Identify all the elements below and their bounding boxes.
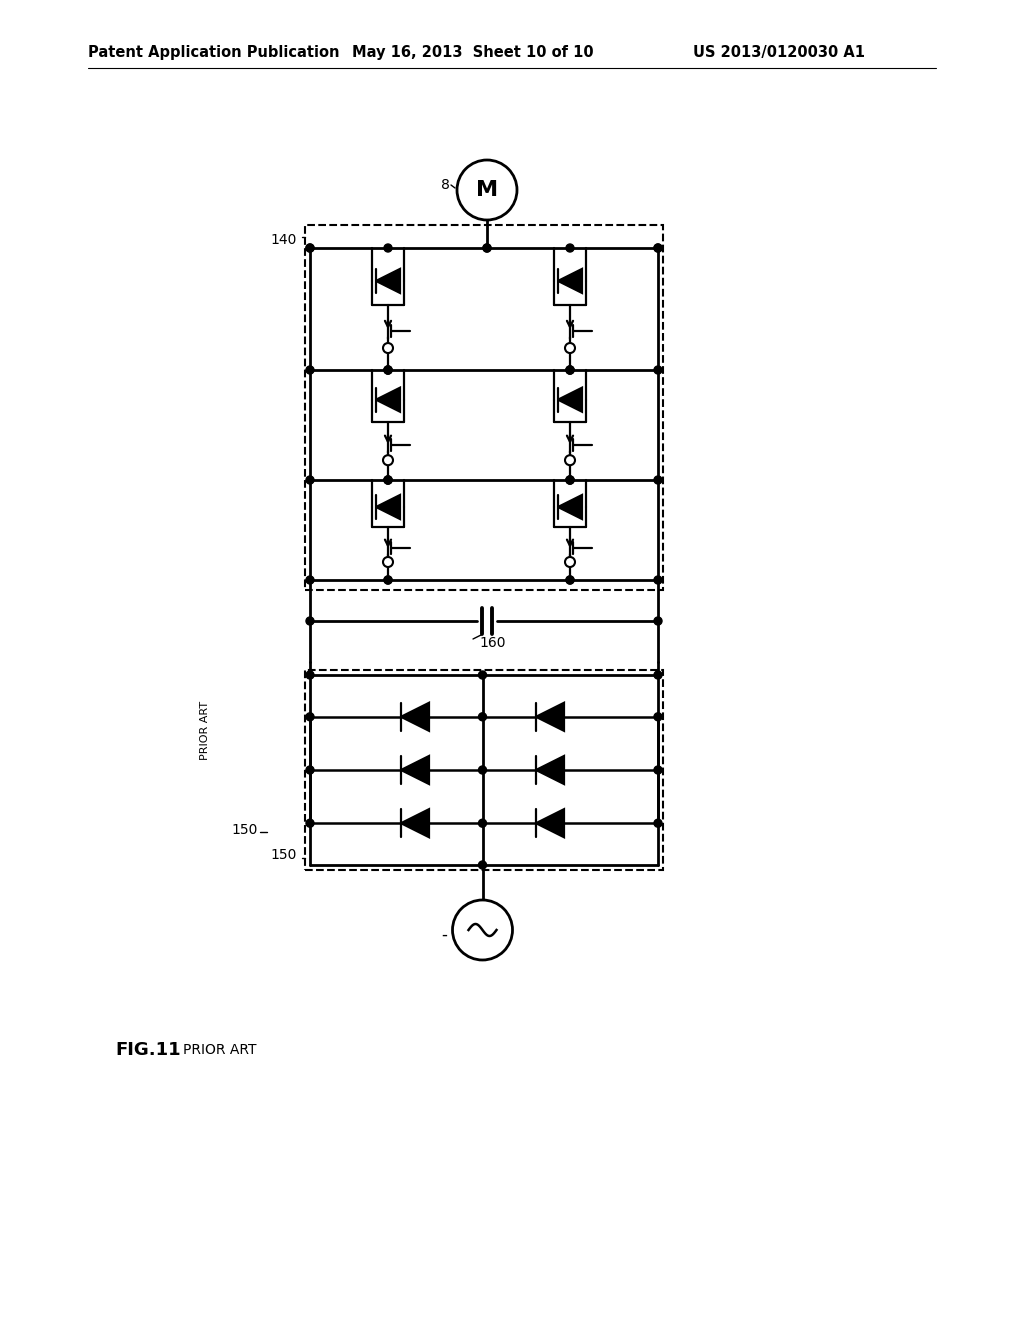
Bar xyxy=(305,224,663,590)
Circle shape xyxy=(565,343,575,352)
Circle shape xyxy=(565,455,575,465)
Circle shape xyxy=(384,477,392,484)
Circle shape xyxy=(306,576,314,583)
Bar xyxy=(305,671,663,870)
Circle shape xyxy=(384,366,392,374)
Circle shape xyxy=(566,244,574,252)
Polygon shape xyxy=(536,756,564,784)
Text: -: - xyxy=(441,927,447,944)
Circle shape xyxy=(384,366,392,374)
Text: FIG.11: FIG.11 xyxy=(115,1041,180,1059)
Circle shape xyxy=(478,766,486,774)
Circle shape xyxy=(478,861,486,869)
Circle shape xyxy=(306,244,314,252)
Circle shape xyxy=(566,576,574,583)
Polygon shape xyxy=(558,495,582,519)
Circle shape xyxy=(384,366,392,374)
Circle shape xyxy=(306,766,314,774)
Circle shape xyxy=(483,244,490,252)
Circle shape xyxy=(566,477,574,484)
Polygon shape xyxy=(401,702,429,731)
Circle shape xyxy=(306,616,314,624)
Polygon shape xyxy=(376,495,400,519)
Circle shape xyxy=(384,477,392,484)
Circle shape xyxy=(566,477,574,484)
Polygon shape xyxy=(401,756,429,784)
Circle shape xyxy=(654,713,662,721)
Polygon shape xyxy=(536,702,564,731)
Text: PRIOR ART: PRIOR ART xyxy=(200,701,210,759)
Text: Patent Application Publication: Patent Application Publication xyxy=(88,45,340,59)
Text: 160: 160 xyxy=(479,636,506,649)
Circle shape xyxy=(566,366,574,374)
Circle shape xyxy=(654,244,662,252)
Circle shape xyxy=(478,820,486,828)
Circle shape xyxy=(654,576,662,583)
Circle shape xyxy=(383,557,393,568)
Text: May 16, 2013  Sheet 10 of 10: May 16, 2013 Sheet 10 of 10 xyxy=(352,45,594,59)
Circle shape xyxy=(654,366,662,374)
Text: M: M xyxy=(476,180,498,201)
Text: 140: 140 xyxy=(270,234,297,247)
Circle shape xyxy=(654,616,662,624)
Circle shape xyxy=(306,820,314,828)
Circle shape xyxy=(654,244,662,252)
Circle shape xyxy=(478,713,486,721)
Polygon shape xyxy=(401,809,429,837)
Circle shape xyxy=(566,366,574,374)
Circle shape xyxy=(384,244,392,252)
Circle shape xyxy=(483,244,490,252)
Circle shape xyxy=(654,766,662,774)
Polygon shape xyxy=(376,269,400,293)
Circle shape xyxy=(384,477,392,484)
Circle shape xyxy=(566,477,574,484)
Circle shape xyxy=(654,671,662,678)
Text: US 2013/0120030 A1: US 2013/0120030 A1 xyxy=(693,45,865,59)
Circle shape xyxy=(306,244,314,252)
Text: 150: 150 xyxy=(231,822,258,837)
Circle shape xyxy=(478,671,486,678)
Text: PRIOR ART: PRIOR ART xyxy=(183,1043,256,1057)
Text: 8: 8 xyxy=(440,178,450,191)
Circle shape xyxy=(654,820,662,828)
Text: 150: 150 xyxy=(270,847,297,862)
Polygon shape xyxy=(558,269,582,293)
Circle shape xyxy=(457,160,517,220)
Circle shape xyxy=(384,576,392,583)
Circle shape xyxy=(566,576,574,583)
Polygon shape xyxy=(536,809,564,837)
Circle shape xyxy=(384,576,392,583)
Circle shape xyxy=(383,455,393,465)
Circle shape xyxy=(565,557,575,568)
Polygon shape xyxy=(376,388,400,412)
Circle shape xyxy=(306,671,314,678)
Circle shape xyxy=(654,477,662,484)
Polygon shape xyxy=(558,388,582,412)
Circle shape xyxy=(306,366,314,374)
Circle shape xyxy=(306,477,314,484)
Circle shape xyxy=(566,366,574,374)
Circle shape xyxy=(383,343,393,352)
Circle shape xyxy=(453,900,512,960)
Circle shape xyxy=(306,713,314,721)
